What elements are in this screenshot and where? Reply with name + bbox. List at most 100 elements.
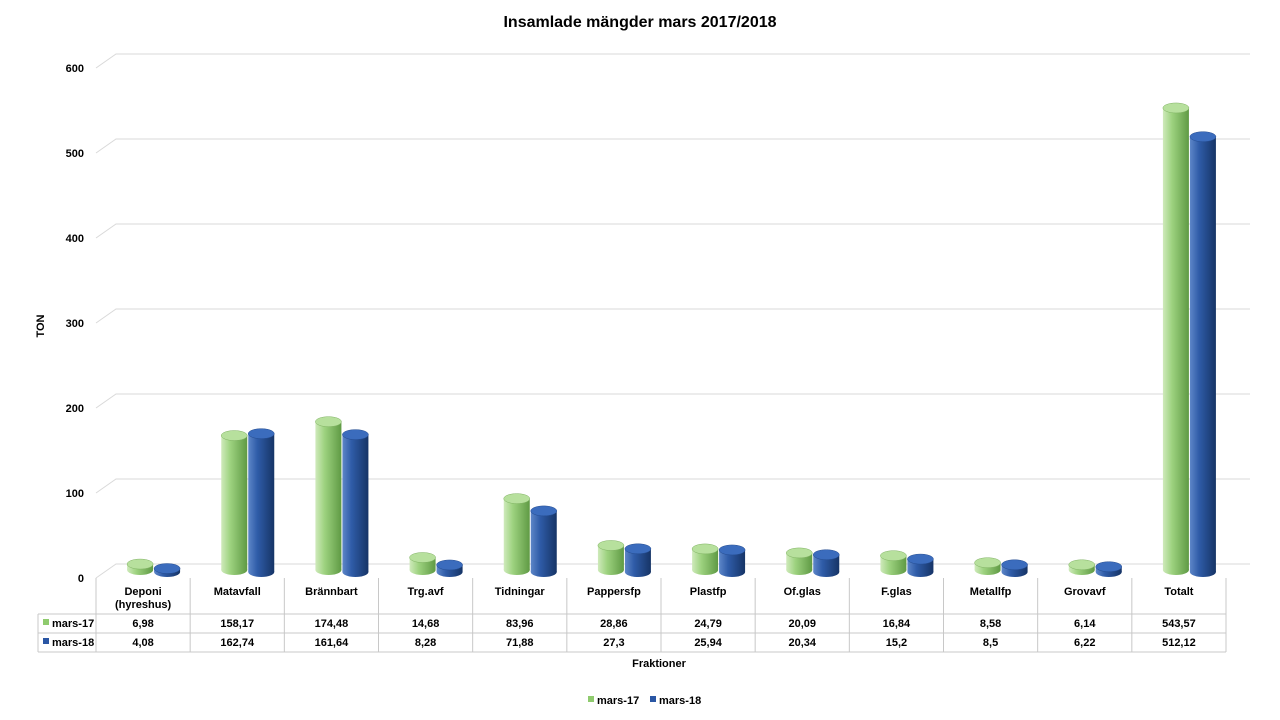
legend-key bbox=[650, 696, 656, 702]
bar-body bbox=[342, 434, 369, 572]
bar bbox=[315, 416, 342, 575]
chart-title: Insamlade mängder mars 2017/2018 bbox=[503, 14, 776, 31]
data-label: 8,58 bbox=[980, 618, 1001, 630]
y-tick-label: 200 bbox=[66, 403, 84, 415]
legend-key bbox=[588, 696, 594, 702]
data-label: 71,88 bbox=[506, 637, 534, 649]
bars bbox=[126, 102, 1217, 577]
data-label: 27,3 bbox=[603, 637, 624, 649]
data-label: 161,64 bbox=[315, 637, 350, 649]
y-tick-label: 300 bbox=[66, 318, 84, 330]
bar bbox=[248, 428, 275, 577]
x-category-label: Of.glas bbox=[784, 586, 821, 598]
data-label: 8,28 bbox=[415, 637, 436, 649]
data-label: 162,74 bbox=[220, 637, 255, 649]
data-label: 20,09 bbox=[788, 618, 816, 630]
bar bbox=[530, 505, 557, 577]
y-axis-title: TON bbox=[35, 314, 47, 337]
bar-top bbox=[1189, 131, 1217, 142]
bar-body bbox=[315, 421, 342, 570]
bar-body bbox=[692, 548, 719, 570]
bar-body bbox=[221, 435, 248, 570]
x-category-label: Metallfp bbox=[970, 586, 1012, 598]
bar-top bbox=[409, 552, 436, 563]
bar-top bbox=[1001, 559, 1028, 571]
bar bbox=[691, 543, 719, 575]
bar-top bbox=[974, 557, 1001, 568]
x-category-label: Grovavf bbox=[1064, 586, 1106, 598]
bar-body bbox=[248, 433, 275, 572]
data-label: 15,2 bbox=[886, 637, 907, 649]
data-label: 24,79 bbox=[694, 618, 722, 630]
bar bbox=[1001, 559, 1028, 577]
bar-top bbox=[342, 429, 369, 440]
gridline bbox=[95, 393, 1250, 409]
bar bbox=[503, 493, 530, 575]
x-category-label: Trg.avf bbox=[408, 586, 444, 598]
bar-top bbox=[315, 416, 342, 427]
gridline bbox=[95, 223, 1250, 239]
x-axis-title: Fraktioner bbox=[632, 658, 687, 670]
bar bbox=[1095, 561, 1122, 577]
bar bbox=[126, 558, 154, 575]
bar-body bbox=[1162, 107, 1189, 570]
bar-top bbox=[907, 553, 934, 565]
bar bbox=[1068, 559, 1095, 575]
bar bbox=[436, 559, 463, 577]
data-label: 6,14 bbox=[1074, 618, 1096, 630]
y-tick-label: 500 bbox=[66, 148, 84, 160]
data-label: 25,94 bbox=[694, 637, 722, 649]
table-series-name: mars-18 bbox=[52, 637, 94, 649]
x-category-label: Plastfp bbox=[690, 586, 727, 598]
bar-body bbox=[624, 548, 651, 572]
x-category-label: F.glas bbox=[881, 586, 912, 598]
bar bbox=[624, 543, 652, 577]
bar bbox=[1189, 131, 1217, 577]
bar-top bbox=[1162, 102, 1190, 114]
data-label: 14,68 bbox=[412, 618, 440, 630]
bar-top bbox=[691, 543, 719, 555]
y-axis-ticks: 0 100 200 300 400 500 600 bbox=[66, 63, 84, 585]
bar-top bbox=[624, 543, 652, 555]
data-label: 174,48 bbox=[315, 618, 349, 630]
bar-top bbox=[1095, 561, 1122, 572]
data-label: 6,98 bbox=[132, 618, 153, 630]
bar-top bbox=[718, 544, 746, 556]
bar-top bbox=[436, 559, 463, 571]
data-table: Deponi(hyreshus) Matavfall Brännbart Trg.av… bbox=[37, 578, 1227, 653]
legend: mars-17 mars-18 bbox=[588, 695, 701, 707]
bar bbox=[221, 430, 248, 575]
gridline bbox=[95, 308, 1250, 324]
data-label: 158,17 bbox=[220, 618, 254, 630]
data-label: 16,84 bbox=[883, 618, 911, 630]
data-label: 6,22 bbox=[1074, 637, 1095, 649]
bar-body bbox=[530, 510, 557, 572]
bar-top bbox=[530, 505, 557, 517]
legend-label: mars-17 bbox=[597, 695, 639, 707]
y-tick-label: 0 bbox=[78, 573, 84, 585]
x-category-label: Tidningar bbox=[495, 586, 546, 598]
gridlines bbox=[95, 53, 1250, 579]
x-category-label: Matavfall bbox=[214, 586, 261, 598]
table-legend-key bbox=[43, 638, 49, 644]
bar bbox=[907, 553, 934, 577]
data-label: 4,08 bbox=[132, 637, 153, 649]
bar bbox=[342, 429, 369, 577]
bar-top bbox=[597, 540, 625, 551]
x-category-label: Brännbart bbox=[305, 586, 358, 598]
bar-top bbox=[153, 563, 181, 574]
y-tick-label: 400 bbox=[66, 233, 84, 245]
x-category-label: (hyreshus) bbox=[115, 599, 172, 611]
bar-top bbox=[248, 428, 275, 439]
bar bbox=[974, 557, 1001, 575]
bar bbox=[409, 552, 436, 575]
data-label: 83,96 bbox=[506, 618, 534, 630]
bar-body bbox=[503, 498, 530, 570]
x-category-label: Pappersfp bbox=[587, 586, 641, 598]
bar bbox=[1162, 102, 1190, 575]
table-series-name: mars-17 bbox=[52, 618, 94, 630]
bar-body bbox=[719, 549, 746, 572]
bar-top bbox=[786, 547, 813, 559]
data-label: 20,34 bbox=[788, 637, 816, 649]
